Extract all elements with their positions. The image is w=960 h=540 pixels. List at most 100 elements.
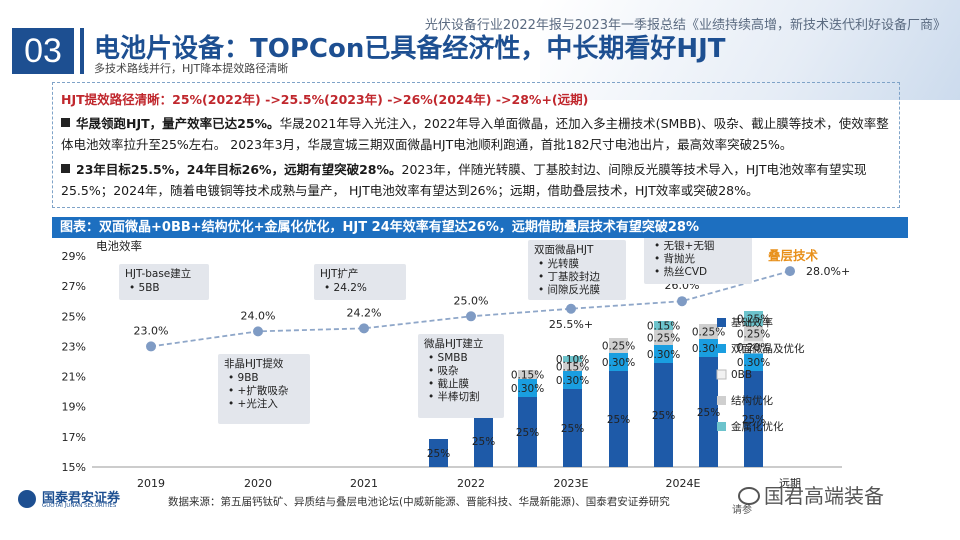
bar-segment-5 bbox=[563, 356, 582, 362]
annotation-title: HJT扩产 bbox=[320, 267, 358, 280]
bar-value-label: 0.20% bbox=[737, 342, 770, 354]
annotation-item: • 间隙反光膜 bbox=[538, 283, 601, 296]
company-logo: 国泰君安证券 GUOTAI JUNAN SECURITIES bbox=[18, 487, 158, 511]
bar-value-label: 25% bbox=[427, 448, 450, 460]
x-tick-label: 2022 bbox=[457, 477, 485, 490]
annotation-box bbox=[218, 354, 310, 424]
bar-value-label: 0.30% bbox=[692, 343, 725, 355]
bar-value-label: 0.25% bbox=[602, 341, 635, 353]
legend-swatch bbox=[717, 396, 726, 405]
annotation-box bbox=[314, 264, 406, 300]
annotation-item: • 背抛光 bbox=[654, 252, 696, 265]
annotation-item: • 半棒切割 bbox=[428, 390, 480, 403]
legend-label: 0BB bbox=[731, 369, 752, 381]
line-point bbox=[785, 266, 795, 277]
bullet-text: 华晟2021年导入光注入，2022年导入单面微晶，还加入多主栅技术(SMBB)、… bbox=[61, 116, 889, 152]
annotation-item: • 无银+无铟 bbox=[654, 239, 714, 252]
y-tick-label: 27% bbox=[62, 280, 86, 293]
bullet-text: 2023年，伴随光转膜、丁基胶封边、间隙反光膜等技术导入，HJT电池效率有望实现… bbox=[61, 162, 867, 198]
bar-value-label: 0.30% bbox=[556, 375, 589, 387]
bar-value-label: 0.30% bbox=[647, 349, 680, 361]
bar-value-label: 25% bbox=[472, 436, 495, 448]
x-tick-label: 2019 bbox=[137, 477, 165, 490]
logo-mark-icon bbox=[18, 490, 36, 508]
logo-english-name: GUOTAI JUNAN SECURITIES bbox=[42, 503, 117, 509]
page-title: 电池片设备：TOPCon已具备经济性，中长期看好HJT bbox=[94, 34, 726, 64]
report-reference: 光伏设备行业2022年报与2023年一季报总结《业绩持续高增，新技术迭代利好设备… bbox=[424, 18, 946, 33]
annotation-box bbox=[418, 334, 504, 418]
bar-segment-1 bbox=[654, 363, 673, 467]
bar-value-label: 0.30% bbox=[602, 357, 635, 369]
bar-value-label: 0.25% bbox=[737, 329, 770, 341]
bar-segment-2 bbox=[654, 345, 673, 363]
bar-segment-4 bbox=[609, 338, 628, 353]
line-point bbox=[146, 341, 156, 352]
bar-value-label: 25% bbox=[607, 414, 630, 426]
line-point-label: 24.2% bbox=[347, 306, 382, 319]
annotation-title: 微晶HJT建立 bbox=[424, 337, 483, 350]
line-point bbox=[359, 323, 369, 334]
line-point-label: 28.0%+ bbox=[806, 265, 850, 278]
efficiency-chart: 电池效率 15% 17% 19% 21% 23% 25% 27% 29% 2019 2020 2021… bbox=[62, 238, 850, 490]
bar-value-label: 25% bbox=[697, 407, 720, 419]
y-axis-label: 电池效率 bbox=[96, 239, 142, 253]
header-background-decor bbox=[540, 0, 960, 100]
legend-swatch bbox=[717, 318, 726, 327]
annotation-box bbox=[644, 238, 752, 284]
watermark-text: 国君高端装备 bbox=[764, 484, 884, 508]
annotation-item: • 热丝CVD bbox=[654, 265, 707, 278]
bar-segment-4 bbox=[518, 370, 537, 379]
line-point-label: 25.5%+ bbox=[549, 318, 593, 331]
line-point bbox=[466, 311, 476, 322]
annotation-item: • 24.2% bbox=[324, 282, 367, 294]
bar-segment-2 bbox=[518, 379, 537, 397]
annotation-item: • SMBB bbox=[428, 352, 468, 364]
annotation-item: • +扩散吸杂 bbox=[228, 384, 288, 397]
wechat-icon bbox=[738, 487, 760, 505]
x-tick-label: 2023E bbox=[554, 477, 589, 490]
legend-swatch bbox=[717, 422, 726, 431]
efficiency-path-heading: HJT提效路径清晰：25%(2022年) ->25.5%(2023年) ->26… bbox=[61, 92, 589, 107]
annotation-title: HJT-base建立 bbox=[125, 267, 191, 280]
annotation-item: • +光注入 bbox=[228, 397, 278, 410]
x-tick-label: 2020 bbox=[244, 477, 272, 490]
bar-segment-1 bbox=[744, 371, 763, 467]
bar-value-label: 0.15% bbox=[556, 362, 589, 374]
summary-textbox: HJT提效路径清晰：25%(2022年) ->25.5%(2023年) ->26… bbox=[52, 82, 900, 208]
legend-label: 基础效率 bbox=[731, 316, 773, 329]
line-point bbox=[677, 296, 687, 307]
legend-swatch bbox=[716, 369, 727, 380]
annotation-item: • 截止膜 bbox=[428, 377, 470, 390]
y-tick-label: 21% bbox=[62, 371, 86, 384]
watermark: 国君高端装备 bbox=[738, 480, 884, 509]
y-tick-label: 15% bbox=[62, 461, 86, 474]
page-note: 请参 bbox=[732, 505, 752, 516]
line-point-label: 23.0% bbox=[134, 324, 169, 337]
y-tick-label: 23% bbox=[62, 340, 86, 353]
bullet-bold: 23年目标25.5%，24年目标26%，远期有望突破28%。 bbox=[76, 162, 402, 177]
bar-value-label: 0.25% bbox=[692, 327, 725, 339]
y-tick-label: 17% bbox=[62, 431, 86, 444]
bar-segment-4 bbox=[654, 330, 673, 345]
x-tick-label: 2021 bbox=[350, 477, 378, 490]
line-point-label: 24.0% bbox=[241, 309, 276, 322]
annotation-item: • 光转膜 bbox=[538, 257, 580, 270]
data-source: 数据来源：第五届钙钛矿、异质结与叠层电池论坛(中威新能源、晋能科技、华晟新能源)… bbox=[168, 496, 670, 508]
y-tick-label: 29% bbox=[62, 250, 86, 263]
annotation-title: 双面微晶HJT bbox=[534, 243, 594, 256]
bullet-targets: 23年目标25.5%，24年目标26%，远期有望突破28%。2023年，伴随光转… bbox=[61, 159, 891, 201]
bar-value-label: 0.30% bbox=[737, 357, 770, 369]
bullet-square-icon bbox=[61, 118, 70, 127]
x-tick-label: 远期 bbox=[779, 477, 801, 490]
legend-label: 双面微晶及优化 bbox=[731, 342, 805, 355]
bar-segment-5 bbox=[744, 311, 763, 326]
bar-segment-5 bbox=[654, 321, 673, 330]
bullet-bold: 华晟领跑HJT，量产效率已达25%。 bbox=[76, 116, 280, 131]
bar-segment-4 bbox=[744, 326, 763, 341]
bar-value-label: 0.25% bbox=[647, 333, 680, 345]
bar-segment-2 bbox=[744, 353, 763, 371]
annotation-item: • 9BB bbox=[228, 372, 259, 384]
annotation-title: 非晶HJT提效 bbox=[224, 357, 284, 370]
bar-value-label: 25% bbox=[652, 410, 675, 422]
x-tick-label: 2024E bbox=[666, 477, 701, 490]
